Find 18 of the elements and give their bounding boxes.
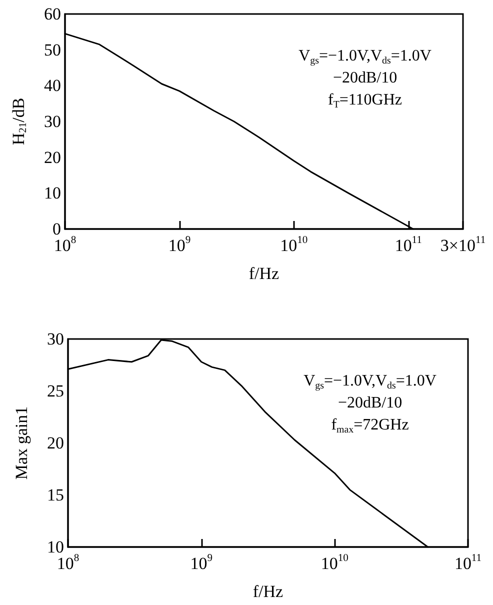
y-tick-label: 30 [47, 330, 64, 348]
y-tick-label: 10 [44, 184, 61, 203]
y-tick-label: 15 [47, 486, 64, 504]
y-tick-label: 50 [44, 40, 61, 60]
annotation: −20dB/10 [332, 70, 398, 86]
y-tick-label: 20 [44, 148, 61, 167]
x-axis-title: f/Hz [248, 264, 280, 283]
y-tick-label: 10 [47, 538, 64, 556]
y-tick-label: 40 [44, 76, 61, 96]
x-axis-title: f/Hz [252, 582, 284, 601]
y-tick-label: 25 [47, 382, 64, 400]
y-axis-title: Max gain1 [12, 406, 31, 480]
y-tick-label: 60 [44, 4, 61, 24]
annotation: −20dB/10 [338, 394, 402, 412]
y-tick-label: 0 [52, 220, 61, 238]
y-tick-label: 20 [47, 434, 64, 452]
y-axis-title: H21/dB [9, 98, 29, 146]
y-tick-label: 30 [44, 112, 61, 131]
